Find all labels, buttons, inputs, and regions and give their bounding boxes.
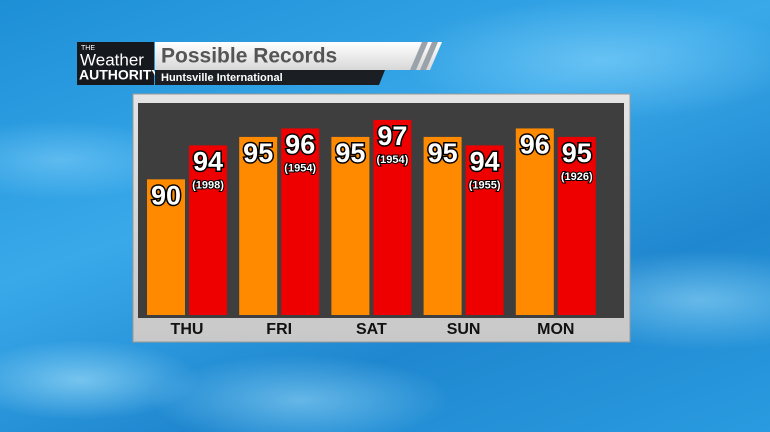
subtitle: Huntsville International [161, 72, 283, 84]
bar [373, 119, 412, 316]
logo-box [77, 42, 154, 85]
x-tick-label: FRI [266, 321, 292, 338]
title-bar [155, 42, 442, 70]
value-label: 97 [377, 121, 407, 151]
value-label: 96 [285, 130, 315, 160]
bar [515, 128, 554, 315]
value-label: 95 [335, 138, 365, 168]
bar [557, 136, 596, 315]
record-year: (1954) [377, 154, 409, 166]
stripe [410, 42, 428, 70]
bar [189, 145, 227, 315]
logo-text: Weather [80, 50, 144, 69]
value-label: 95 [562, 138, 592, 168]
record-year: (1926) [561, 171, 593, 183]
logo-text: AUTHORITY [79, 67, 161, 83]
bar [239, 136, 278, 315]
bar [331, 136, 370, 315]
value-label: 96 [520, 130, 550, 160]
stripe [420, 42, 438, 70]
record-year: (1998) [192, 179, 224, 191]
bar [423, 136, 462, 315]
bar [147, 179, 185, 315]
x-tick-label: SAT [356, 321, 387, 338]
value-label: 90 [151, 180, 181, 210]
value-label: 95 [243, 138, 273, 168]
x-tick-label: SUN [447, 321, 481, 338]
record-year: (1955) [469, 179, 501, 191]
bar [281, 128, 320, 315]
record-year: (1954) [284, 162, 316, 174]
value-label: 94 [193, 147, 223, 177]
subtitle-bar [155, 70, 385, 85]
logo-text: THE [81, 45, 95, 52]
value-label: 95 [428, 138, 458, 168]
value-label: 94 [470, 147, 500, 177]
x-tick-label: THU [171, 321, 204, 338]
title: Possible Records [161, 45, 337, 68]
bar [465, 145, 504, 315]
x-tick-label: MON [537, 321, 574, 338]
